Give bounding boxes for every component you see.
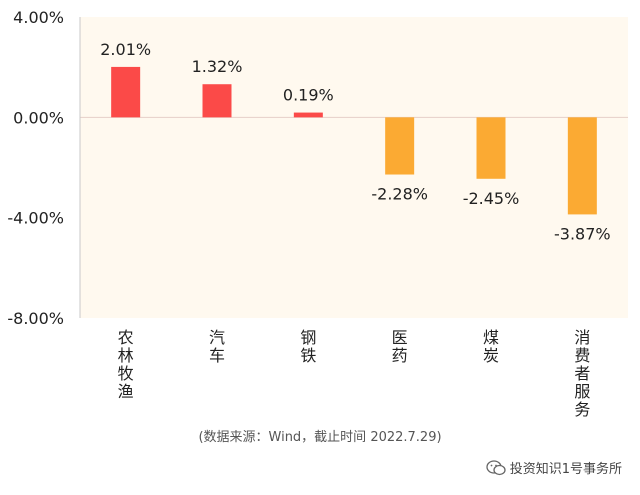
- bar: [567, 117, 597, 215]
- y-tick-label: -8.00%: [7, 309, 64, 328]
- data-label: -2.28%: [371, 185, 428, 204]
- category-label: 医药: [392, 328, 408, 365]
- watermark: 投资知识1号事务所: [486, 458, 622, 477]
- bar: [202, 84, 232, 118]
- bar: [111, 66, 141, 118]
- wechat-icon: [486, 459, 506, 475]
- bar: [293, 112, 323, 118]
- data-label: -2.45%: [463, 189, 520, 208]
- data-label: 1.32%: [192, 57, 243, 76]
- data-label: 0.19%: [283, 86, 334, 105]
- y-tick-label: -4.00%: [7, 209, 64, 228]
- y-tick-label: 4.00%: [13, 8, 64, 27]
- category-label: 煤炭: [483, 328, 499, 365]
- category-label: 汽车: [209, 328, 225, 365]
- plot-background: [80, 17, 628, 318]
- category-label: 农林牧渔: [118, 328, 134, 401]
- watermark-text: 投资知识1号事务所: [509, 462, 622, 477]
- category-label: 钢铁: [300, 328, 316, 365]
- y-tick-label: 0.00%: [13, 108, 64, 127]
- category-label: 消费者服务: [574, 328, 590, 419]
- source-note: (数据来源：Wind，截止时间 2022.7.29): [198, 430, 442, 445]
- data-label: -3.87%: [554, 224, 611, 243]
- bar: [476, 117, 506, 179]
- data-label: 2.01%: [100, 40, 151, 59]
- bar: [385, 117, 415, 175]
